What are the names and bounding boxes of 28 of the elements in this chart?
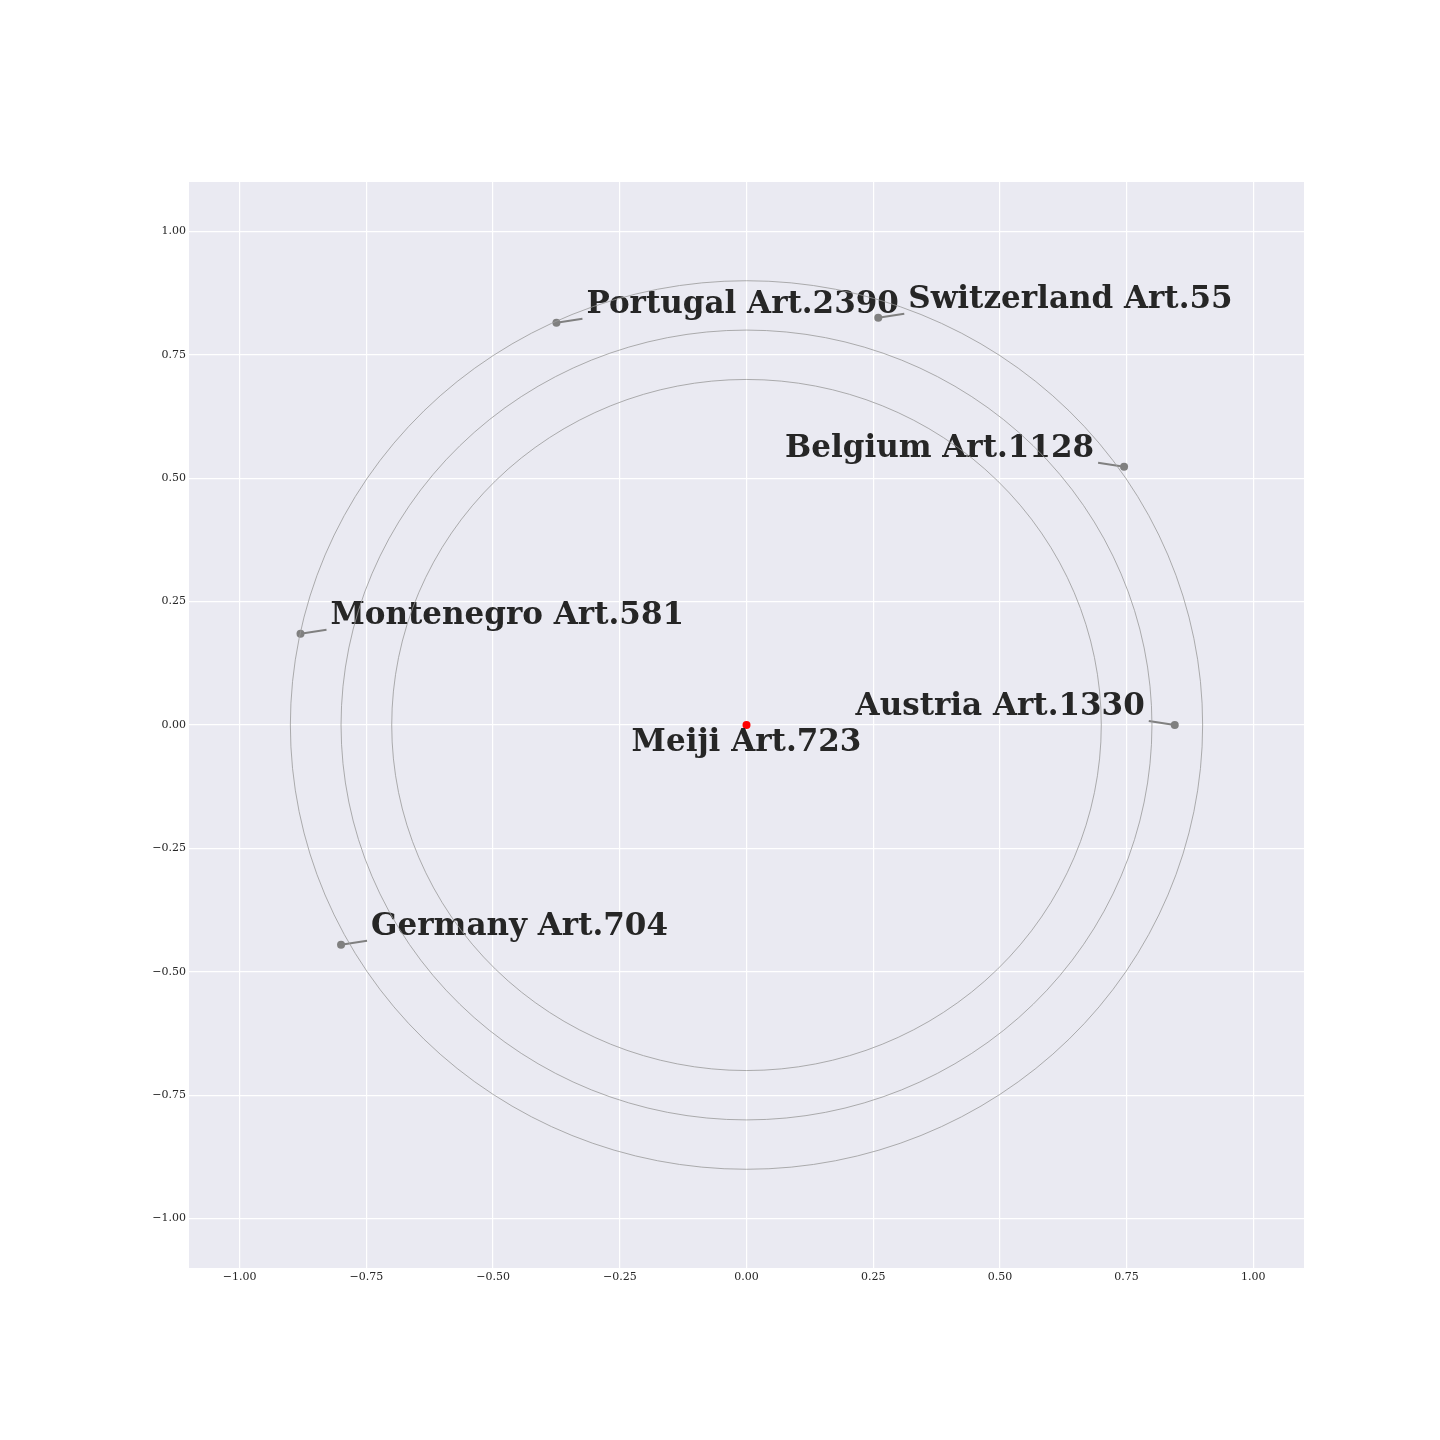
x-tick-label: 0.50 <box>987 1270 1013 1284</box>
x-tick-label: −1.00 <box>222 1270 257 1284</box>
y-tick-label: 1.00 <box>161 224 186 238</box>
annotation: Montenegro Art.581 <box>330 594 685 631</box>
y-tick-label: −0.50 <box>152 964 186 978</box>
annotation: Meiji Art.723 <box>631 721 862 758</box>
y-tick-label: −0.25 <box>152 841 186 855</box>
y-tick-label: 0.75 <box>161 347 186 361</box>
y-tick-label: 0.00 <box>161 717 186 731</box>
x-tick-label: −0.50 <box>476 1270 510 1284</box>
point <box>337 940 346 949</box>
x-tick-label: −0.25 <box>602 1270 637 1284</box>
annotation: Switzerland Art.55 <box>908 278 1233 315</box>
y-tick-label: −0.75 <box>152 1088 186 1102</box>
x-tick-label: −0.75 <box>349 1270 384 1284</box>
annotation: Germany Art.704 <box>371 905 669 942</box>
point <box>1170 721 1179 729</box>
x-tick-label: 0.00 <box>734 1270 759 1284</box>
annotation: Austria Art.1330 <box>854 686 1145 722</box>
x-tick-label: 0.75 <box>1114 1270 1139 1284</box>
annotation: Portugal Art.2390 <box>586 283 899 320</box>
point <box>1120 462 1129 471</box>
y-tick-label: 0.25 <box>161 594 186 608</box>
x-tick-label: 1.00 <box>1241 1270 1266 1284</box>
y-tick-label: −1.00 <box>152 1211 186 1225</box>
y-tick-label: 0.50 <box>161 471 186 485</box>
annotation: Belgium Art.1128 <box>785 427 1095 464</box>
x-tick-label: 0.25 <box>860 1270 886 1284</box>
